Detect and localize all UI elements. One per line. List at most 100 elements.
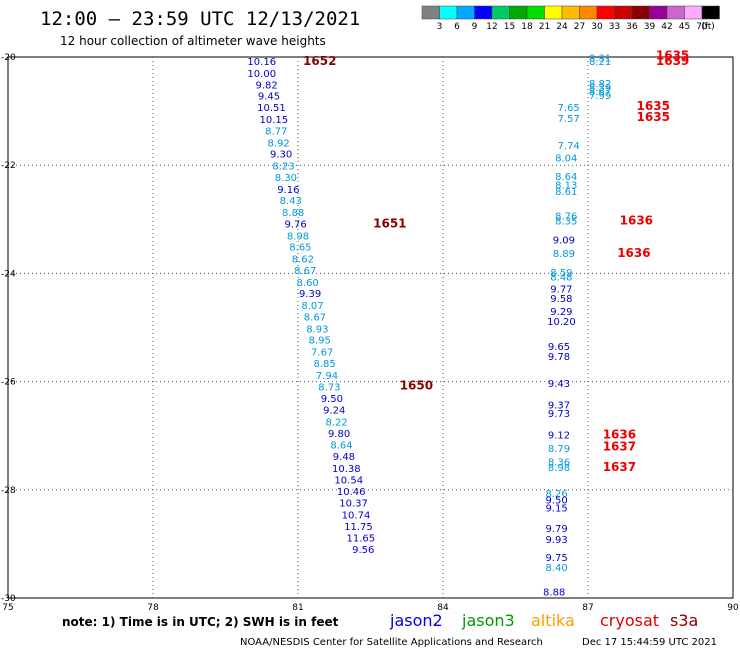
colorbar-label: 21 xyxy=(539,22,550,32)
wave-height-point: 7.65 xyxy=(558,103,580,114)
colorbar-label: 18 xyxy=(521,22,533,32)
wave-height-point: 10.38 xyxy=(332,464,361,475)
wave-height-point: 8.67 xyxy=(589,87,611,98)
wave-height-point: 8.04 xyxy=(555,153,577,164)
wave-height-point: 8.61 xyxy=(555,187,577,198)
wave-height-point: 7.57 xyxy=(558,114,580,125)
pass-time-label: 1636 xyxy=(603,427,636,441)
colorbar-swatch xyxy=(561,5,580,20)
wave-height-point: 8.95 xyxy=(309,336,331,347)
x-tick-label: 90 xyxy=(727,603,739,613)
wave-height-point: 8.43 xyxy=(280,196,302,207)
pass-time-label: 1637 xyxy=(603,439,636,453)
wave-height-point: 11.65 xyxy=(347,534,376,545)
wave-height-point: 9.78 xyxy=(548,352,570,363)
satellite-label-jason2: jason2 xyxy=(389,611,443,630)
colorbar-swatch xyxy=(474,5,493,20)
wave-height-point: 9.24 xyxy=(323,406,345,417)
wave-height-point: 7.99 xyxy=(589,91,611,102)
wave-height-point: 9.50 xyxy=(321,394,343,405)
wave-height-point: 9.50 xyxy=(545,495,567,506)
wave-height-point: 8.07 xyxy=(301,301,323,312)
pass-time-label: 1650 xyxy=(400,379,433,393)
colorbar-swatch xyxy=(596,5,615,20)
colorbar-label: 12 xyxy=(486,22,497,32)
wave-height-point: 10.00 xyxy=(247,69,276,80)
wave-height-point: 9.73 xyxy=(548,409,570,420)
wave-height-point: 8.39 xyxy=(589,83,611,94)
pass-time-label: 1636 xyxy=(617,246,650,260)
colorbar-swatch xyxy=(526,5,545,20)
wave-height-point: 8.35 xyxy=(555,217,577,228)
wave-height-point: 10.51 xyxy=(257,103,286,114)
wave-height-point: 8.30 xyxy=(275,173,297,184)
wave-height-point: 8.67 xyxy=(294,266,316,277)
wave-height-point: 8.40 xyxy=(545,563,567,574)
wave-height-point: 8.21 xyxy=(589,57,611,68)
wave-height-point: 10.46 xyxy=(337,487,366,498)
wave-height-point: 10.16 xyxy=(247,57,276,68)
wave-height-point: 8.36 xyxy=(548,457,570,468)
wave-height-point: 10.15 xyxy=(260,115,289,126)
chart-title: 12:00 – 23:59 UTC 12/13/2021 xyxy=(40,8,360,30)
satellite-label-s3a: s3a xyxy=(670,611,698,630)
wave-height-point: 9.76 xyxy=(284,219,306,230)
colorbar-swatch xyxy=(666,5,685,20)
colorbar-label: 30 xyxy=(591,22,603,32)
colorbar-label: 45 xyxy=(679,22,690,32)
x-axis-ticks: 75 78 81 84 87 90 xyxy=(2,603,739,613)
y-tick-label: -28 xyxy=(1,486,16,496)
colorbar-swatch xyxy=(439,5,458,20)
x-tick-label: 84 xyxy=(437,603,449,613)
satellite-label-altika: altika xyxy=(531,611,575,630)
x-tick-label: 78 xyxy=(147,603,159,613)
pass-time-label: 1652 xyxy=(303,54,336,68)
colorbar-swatch xyxy=(491,5,510,20)
wave-height-point: 10.74 xyxy=(342,510,371,521)
wave-height-point: 10.20 xyxy=(547,317,576,328)
wave-height-point: 9.39 xyxy=(299,289,321,300)
wave-height-point: 9.93 xyxy=(545,535,567,546)
wave-height-point: 9.12 xyxy=(548,430,570,441)
wave-height-point: 8.77 xyxy=(265,126,287,137)
wave-height-point: 8.98 xyxy=(548,463,570,474)
y-tick-label: -24 xyxy=(1,269,16,279)
wave-height-point: 9.37 xyxy=(548,401,570,412)
colorbar-label: 42 xyxy=(661,22,672,32)
wave-height-point: 7.74 xyxy=(558,141,580,152)
footer-timestamp: Dec 17 15:44:59 UTC 2021 xyxy=(582,637,717,648)
colorbar-swatch xyxy=(579,5,598,20)
footer-credit: NOAA/NESDIS Center for Satellite Applica… xyxy=(240,637,543,648)
x-tick-label: 81 xyxy=(292,603,303,613)
y-tick-label: -22 xyxy=(1,161,16,171)
wave-height-point: 9.82 xyxy=(255,80,277,91)
wave-height-point: 9.16 xyxy=(277,185,299,196)
wave-height-point: 8.93 xyxy=(306,324,328,335)
wave-height-point: 8.48 xyxy=(550,272,572,283)
wave-height-point: 8.64 xyxy=(555,172,577,183)
wave-height-point: 8.92 xyxy=(268,138,290,149)
footer-note: note: 1) Time is in UTC; 2) SWH is in fe… xyxy=(62,615,339,629)
y-tick-label: -26 xyxy=(1,378,16,388)
wave-height-point: 9.43 xyxy=(548,379,570,390)
satellite-label-cryosat: cryosat xyxy=(600,611,659,630)
colorbar-swatch xyxy=(614,5,633,20)
wave-height-point: 8.73 xyxy=(318,382,340,393)
wave-height-point: 8.31 xyxy=(589,53,611,64)
wave-height-point: 7.94 xyxy=(316,371,338,382)
colorbar-swatch xyxy=(421,5,440,20)
colorbar-label: 6 xyxy=(454,22,460,32)
pass-time-label: 1636 xyxy=(620,214,653,228)
pass-labels: 1652165116501635163916351635163616361636… xyxy=(303,49,689,474)
wave-height-point: 11.75 xyxy=(344,522,373,533)
wave-height-point: 8.67 xyxy=(304,312,326,323)
pass-time-label: 1635 xyxy=(656,49,689,63)
plot-frame xyxy=(7,56,734,599)
wave-height-values: 10.1610.009.829.4510.5110.158.778.929.30… xyxy=(247,53,611,598)
colorbar-label: (ft) xyxy=(701,22,715,32)
wave-height-point: 9.15 xyxy=(545,503,567,514)
wave-height-point: 8.60 xyxy=(297,278,319,289)
wave-height-point: 9.09 xyxy=(553,236,575,247)
colorbar-swatch xyxy=(649,5,668,20)
colorbar-swatch xyxy=(456,5,475,20)
